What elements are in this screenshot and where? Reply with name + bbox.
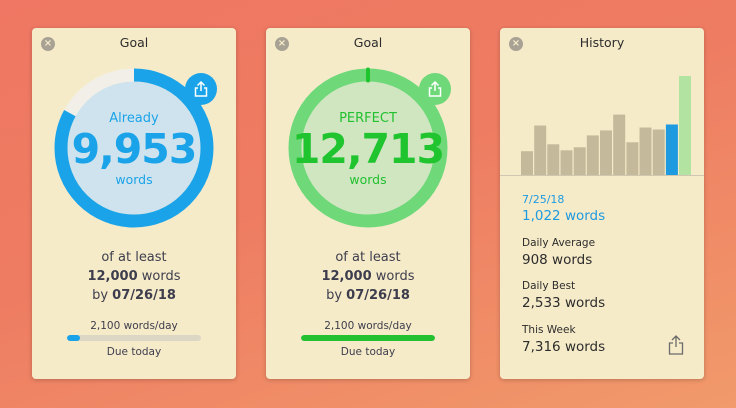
share-button[interactable] bbox=[185, 73, 217, 105]
chart-baseline bbox=[500, 175, 704, 176]
this-week-value: 7,316 words bbox=[522, 339, 606, 355]
daily-progress-bar bbox=[67, 335, 201, 341]
daily-progress-bar bbox=[301, 335, 435, 341]
history-bar bbox=[521, 151, 533, 175]
window-title: Goal bbox=[353, 35, 383, 50]
title-bar: × History bbox=[500, 28, 704, 56]
share-icon bbox=[194, 81, 208, 97]
close-icon: × bbox=[511, 38, 521, 49]
words-per-day: 2,100 words/day bbox=[90, 320, 178, 332]
history-window: × History 7/25/18 1,022 words Daily Aver… bbox=[500, 28, 704, 379]
selected-date: 7/25/18 bbox=[522, 193, 565, 206]
history-bar bbox=[626, 142, 639, 175]
goal-target: 12,000 words bbox=[87, 269, 181, 284]
progress-ring-graphic bbox=[54, 68, 214, 228]
goal-target: 12,000 words bbox=[321, 269, 415, 284]
due-status: Due today bbox=[106, 346, 162, 358]
window-title: Goal bbox=[119, 35, 149, 50]
history-bar bbox=[573, 147, 586, 175]
ring-label: Already bbox=[109, 111, 159, 126]
goal-prefix: of at least bbox=[335, 250, 401, 265]
words-per-day: 2,100 words/day bbox=[324, 320, 412, 332]
ring-word-count: 12,713 bbox=[291, 125, 445, 173]
progress-ring: PERFECT 12,713 words bbox=[286, 66, 450, 230]
goal-deadline: by 07/26/18 bbox=[92, 288, 176, 303]
history-bar bbox=[665, 124, 678, 175]
window-title: History bbox=[579, 35, 625, 50]
close-button[interactable]: × bbox=[41, 37, 55, 51]
history-bar bbox=[547, 144, 560, 175]
daily-average-value: 908 words bbox=[522, 252, 593, 268]
history-bar bbox=[652, 129, 665, 175]
daily-progress-fill bbox=[301, 335, 435, 341]
progress-ring-graphic bbox=[288, 67, 448, 228]
due-status: Due today bbox=[340, 346, 396, 358]
ring-progress bbox=[54, 68, 214, 228]
goal-deadline: by 07/26/18 bbox=[326, 288, 410, 303]
selected-word-count: 1,022 words bbox=[522, 208, 606, 224]
ring-label: PERFECT bbox=[339, 111, 397, 126]
goal-prefix: of at least bbox=[101, 250, 167, 265]
share-icon bbox=[668, 335, 684, 355]
ring-fill bbox=[67, 81, 201, 215]
title-bar: × Goal bbox=[266, 28, 470, 56]
ring-fill bbox=[301, 81, 435, 215]
history-bar bbox=[679, 76, 691, 175]
daily-best-value: 2,533 words bbox=[522, 295, 606, 311]
title-bar: × Goal bbox=[32, 28, 236, 56]
daily-progress-fill bbox=[67, 335, 81, 341]
ring-unit: words bbox=[115, 172, 153, 187]
history-bar bbox=[586, 135, 599, 175]
history-bar bbox=[613, 114, 626, 175]
share-icon bbox=[428, 81, 442, 97]
close-button[interactable]: × bbox=[509, 37, 523, 51]
close-icon: × bbox=[277, 38, 287, 49]
history-bar bbox=[560, 150, 573, 176]
history-bar bbox=[600, 130, 612, 175]
close-icon: × bbox=[43, 38, 53, 49]
goal-window-2: × Goal PERFECT 12,713 words of at least … bbox=[266, 28, 470, 379]
ring-unit: words bbox=[349, 172, 387, 187]
ring-word-count: 9,953 bbox=[71, 125, 198, 173]
history-bar-chart[interactable] bbox=[500, 68, 704, 176]
goal-window-1: × Goal Already 9,953 words of at least 1… bbox=[32, 28, 236, 379]
progress-ring: Already 9,953 words bbox=[52, 66, 216, 230]
share-button[interactable] bbox=[666, 334, 686, 356]
close-button[interactable]: × bbox=[275, 37, 289, 51]
daily-best-label: Daily Best bbox=[522, 280, 576, 292]
history-bar bbox=[639, 127, 652, 175]
history-bar bbox=[534, 125, 547, 175]
share-button[interactable] bbox=[419, 73, 451, 105]
this-week-label: This Week bbox=[522, 324, 576, 336]
daily-average-label: Daily Average bbox=[522, 237, 596, 249]
